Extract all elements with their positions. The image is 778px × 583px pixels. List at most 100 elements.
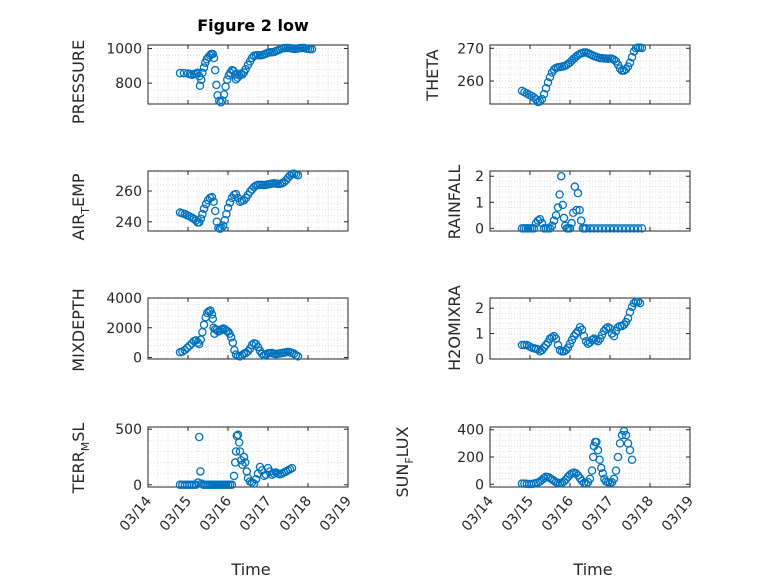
y-tick-label: 0 bbox=[475, 477, 484, 493]
subplot-6: 0 1 2 H2OMIXRA bbox=[445, 285, 691, 371]
data-point bbox=[556, 171, 566, 181]
data-point bbox=[573, 188, 583, 198]
y-axis-label-main: THETA bbox=[423, 49, 442, 101]
data-point bbox=[539, 473, 549, 483]
data-point bbox=[613, 452, 623, 462]
y-tick-label: 2000 bbox=[106, 321, 142, 337]
y-axis-label: SUNFLUX bbox=[393, 426, 416, 497]
data-point bbox=[208, 314, 218, 324]
x-tick-label: 03/16 bbox=[539, 493, 577, 534]
data-point bbox=[575, 322, 585, 332]
data-point bbox=[207, 310, 217, 319]
data-point bbox=[601, 324, 611, 333]
y-tick-label: 400 bbox=[457, 423, 484, 439]
data-point bbox=[635, 298, 645, 308]
data-point bbox=[239, 452, 249, 462]
y-tick-label: 0 bbox=[133, 351, 142, 367]
data-point bbox=[637, 43, 647, 53]
data-point bbox=[210, 65, 220, 75]
x-axis-label-right: Time bbox=[572, 560, 612, 579]
data-point bbox=[585, 474, 595, 484]
data-point bbox=[226, 333, 236, 342]
data-point bbox=[240, 458, 250, 467]
data-point bbox=[199, 204, 209, 213]
data-point bbox=[596, 463, 606, 473]
data-point bbox=[555, 190, 564, 199]
data-point bbox=[196, 467, 205, 476]
data-point bbox=[213, 91, 222, 100]
data-point bbox=[293, 171, 303, 180]
data-point bbox=[587, 466, 597, 475]
y-axis-label: AIRTEMP bbox=[69, 173, 92, 240]
data-point bbox=[225, 198, 235, 207]
axes-frame bbox=[147, 426, 349, 488]
data-point bbox=[185, 480, 194, 490]
data-point bbox=[235, 447, 245, 456]
subplot-8: 0 200 400 03/14 03/15 03/16 03/17 03/18 03/19 SUN… bbox=[393, 423, 697, 535]
data-point bbox=[571, 329, 581, 338]
y-axis-label-subscript: T bbox=[79, 207, 92, 215]
data-point bbox=[241, 65, 250, 74]
figure-title: Figure 2 low bbox=[197, 16, 309, 35]
data-point bbox=[216, 98, 226, 107]
data-point bbox=[175, 68, 185, 78]
subplot-2: 260 270 THETA bbox=[423, 41, 691, 107]
data-point bbox=[529, 224, 539, 233]
data-point bbox=[207, 192, 217, 202]
data-point bbox=[619, 426, 629, 436]
data-point bbox=[609, 224, 619, 233]
data-point bbox=[541, 84, 551, 93]
y-tick-label: 0 bbox=[475, 221, 484, 237]
data-point bbox=[581, 336, 591, 346]
data-point bbox=[595, 455, 604, 464]
data-point bbox=[231, 350, 241, 359]
y-axis-label-main: RAINFALL bbox=[445, 165, 464, 240]
data-point bbox=[547, 333, 557, 342]
data-point bbox=[208, 49, 218, 59]
data-point bbox=[212, 80, 221, 90]
axes-frame bbox=[147, 170, 349, 232]
y-axis-label-tail: SL bbox=[69, 423, 88, 442]
data-point bbox=[633, 297, 643, 307]
data-point bbox=[545, 224, 555, 233]
x-tick-label: 03/16 bbox=[197, 493, 235, 534]
data-point bbox=[569, 331, 579, 341]
data-point bbox=[209, 53, 219, 63]
subplot-5: 0 2000 4000 MIXDEPTH bbox=[69, 288, 349, 372]
data-point bbox=[198, 327, 207, 337]
x-tick-label: 03/14 bbox=[117, 493, 155, 534]
y-tick-label: 4000 bbox=[106, 291, 142, 307]
axes-frame bbox=[147, 44, 349, 105]
data-point bbox=[537, 345, 547, 355]
subplot-4: 0 1 2 RAINFALL bbox=[445, 165, 691, 240]
x-tick-label: 03/15 bbox=[157, 493, 195, 534]
data-point bbox=[549, 331, 559, 341]
data-point bbox=[539, 89, 549, 99]
data-point bbox=[541, 340, 551, 350]
data-point bbox=[223, 203, 233, 213]
data-point bbox=[239, 195, 249, 205]
data-point bbox=[194, 432, 204, 442]
data-point bbox=[199, 63, 209, 72]
data-point bbox=[234, 438, 244, 447]
data-point bbox=[627, 52, 637, 62]
data-point bbox=[531, 95, 541, 104]
data-point bbox=[535, 97, 545, 106]
x-tick-label: 03/14 bbox=[459, 493, 497, 534]
data-point bbox=[576, 216, 586, 225]
data-point bbox=[605, 224, 615, 233]
data-point bbox=[537, 218, 547, 228]
data-point bbox=[210, 206, 220, 216]
data-point bbox=[233, 430, 243, 440]
subplot-7: 0 500 03/14 03/15 03/16 03/17 03/18 03/19 TERRMS… bbox=[69, 422, 355, 534]
data-point bbox=[585, 224, 595, 233]
y-tick-label: 270 bbox=[457, 41, 484, 57]
data-point bbox=[601, 224, 611, 233]
data-point bbox=[615, 64, 625, 73]
data-point bbox=[230, 345, 239, 355]
data-point bbox=[182, 343, 192, 353]
data-point bbox=[551, 211, 561, 220]
y-tick-label: 800 bbox=[115, 76, 142, 92]
data-point bbox=[637, 224, 647, 233]
